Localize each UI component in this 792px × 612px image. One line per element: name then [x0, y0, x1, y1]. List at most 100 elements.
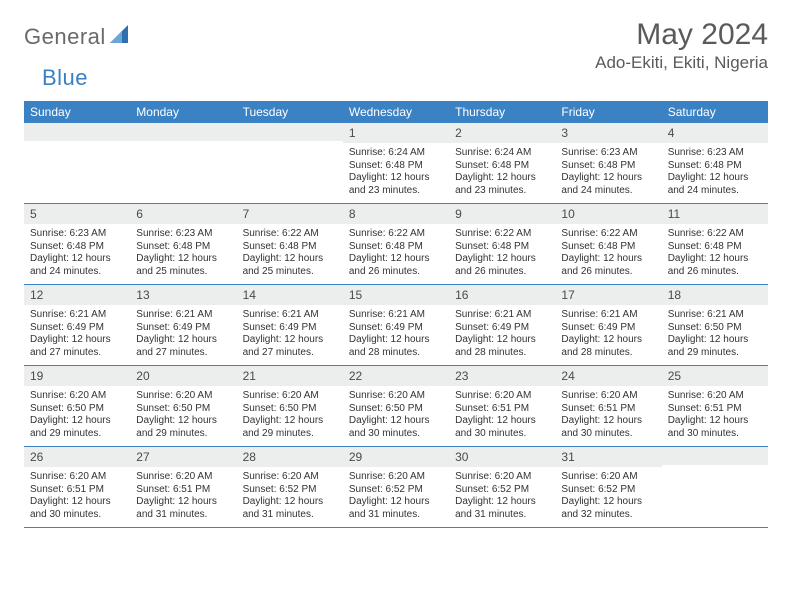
daylight-line: Daylight: 12 hours and 30 minutes.: [349, 415, 443, 440]
sunset-line: Sunset: 6:49 PM: [136, 322, 230, 335]
day-number: 12: [24, 285, 130, 305]
day-number: 1: [343, 123, 449, 143]
sunrise-line: Sunrise: 6:21 AM: [455, 309, 549, 322]
daylight-line: Daylight: 12 hours and 32 minutes.: [561, 496, 655, 521]
daylight-line: Daylight: 12 hours and 31 minutes.: [243, 496, 337, 521]
daylight-line: Daylight: 12 hours and 30 minutes.: [455, 415, 549, 440]
daylight-line: Daylight: 12 hours and 30 minutes.: [30, 496, 124, 521]
sunset-line: Sunset: 6:49 PM: [455, 322, 549, 335]
day-details: Sunrise: 6:23 AMSunset: 6:48 PMDaylight:…: [130, 224, 236, 284]
sunrise-line: Sunrise: 6:20 AM: [668, 390, 762, 403]
sunrise-line: Sunrise: 6:22 AM: [455, 228, 549, 241]
sunset-line: Sunset: 6:50 PM: [136, 403, 230, 416]
calendar-week: 5Sunrise: 6:23 AMSunset: 6:48 PMDaylight…: [24, 204, 768, 285]
calendar-day: [130, 123, 236, 203]
sunrise-line: Sunrise: 6:21 AM: [561, 309, 655, 322]
sunset-line: Sunset: 6:48 PM: [668, 160, 762, 173]
sunrise-line: Sunrise: 6:22 AM: [243, 228, 337, 241]
daylight-line: Daylight: 12 hours and 31 minutes.: [349, 496, 443, 521]
daylight-line: Daylight: 12 hours and 29 minutes.: [668, 334, 762, 359]
day-number: 2: [449, 123, 555, 143]
day-number: [662, 447, 768, 465]
day-number: 25: [662, 366, 768, 386]
sunrise-line: Sunrise: 6:20 AM: [30, 471, 124, 484]
dow-cell: Wednesday: [343, 101, 449, 123]
calendar-week: 19Sunrise: 6:20 AMSunset: 6:50 PMDayligh…: [24, 366, 768, 447]
calendar-day: 28Sunrise: 6:20 AMSunset: 6:52 PMDayligh…: [237, 447, 343, 527]
calendar-day: 2 Sunrise: 6:24 AMSunset: 6:48 PMDaylight…: [449, 123, 555, 203]
day-number: 20: [130, 366, 236, 386]
sunset-line: Sunset: 6:48 PM: [136, 241, 230, 254]
dow-cell: Sunday: [24, 101, 130, 123]
daylight-line: Daylight: 12 hours and 27 minutes.: [136, 334, 230, 359]
sunset-line: Sunset: 6:51 PM: [668, 403, 762, 416]
calendar-week: 1Sunrise: 6:24 AMSunset: 6:48 PMDaylight…: [24, 123, 768, 204]
daylight-line: Daylight: 12 hours and 25 minutes.: [243, 253, 337, 278]
calendar-day: [24, 123, 130, 203]
title-block: May 2024 Ado-Ekiti, Ekiti, Nigeria: [595, 18, 768, 73]
day-number: 30: [449, 447, 555, 467]
calendar-day: 19Sunrise: 6:20 AMSunset: 6:50 PMDayligh…: [24, 366, 130, 446]
day-details: Sunrise: 6:20 AMSunset: 6:52 PMDaylight:…: [343, 467, 449, 527]
sunset-line: Sunset: 6:49 PM: [243, 322, 337, 335]
calendar-day: 21Sunrise: 6:20 AMSunset: 6:50 PMDayligh…: [237, 366, 343, 446]
daylight-line: Daylight: 12 hours and 29 minutes.: [136, 415, 230, 440]
calendar-day: 29Sunrise: 6:20 AMSunset: 6:52 PMDayligh…: [343, 447, 449, 527]
logo-text-blue: Blue: [42, 65, 88, 91]
calendar-day: 1Sunrise: 6:24 AMSunset: 6:48 PMDaylight…: [343, 123, 449, 203]
daylight-line: Daylight: 12 hours and 29 minutes.: [30, 415, 124, 440]
logo-sail-icon: [110, 25, 132, 50]
daylight-line: Daylight: 12 hours and 30 minutes.: [668, 415, 762, 440]
dow-cell: Thursday: [449, 101, 555, 123]
sunset-line: Sunset: 6:52 PM: [455, 484, 549, 497]
day-number: 9: [449, 204, 555, 224]
calendar-day: 30Sunrise: 6:20 AMSunset: 6:52 PMDayligh…: [449, 447, 555, 527]
day-details: Sunrise: 6:20 AMSunset: 6:50 PMDaylight:…: [24, 386, 130, 446]
calendar-day: 17Sunrise: 6:21 AMSunset: 6:49 PMDayligh…: [555, 285, 661, 365]
sunset-line: Sunset: 6:50 PM: [243, 403, 337, 416]
day-details: Sunrise: 6:20 AMSunset: 6:51 PMDaylight:…: [130, 467, 236, 527]
sunset-line: Sunset: 6:52 PM: [349, 484, 443, 497]
sunrise-line: Sunrise: 6:20 AM: [136, 471, 230, 484]
calendar-day: 26Sunrise: 6:20 AMSunset: 6:51 PMDayligh…: [24, 447, 130, 527]
day-details: Sunrise: 6:23 AMSunset: 6:48 PMDaylight:…: [24, 224, 130, 284]
calendar-day: [662, 447, 768, 527]
dow-cell: Tuesday: [237, 101, 343, 123]
day-details: [662, 465, 768, 521]
sunrise-line: Sunrise: 6:20 AM: [455, 390, 549, 403]
daylight-line: Daylight: 12 hours and 23 minutes.: [455, 172, 549, 197]
day-details: Sunrise: 6:20 AMSunset: 6:51 PMDaylight:…: [555, 386, 661, 446]
logo-text-general: General: [24, 24, 106, 50]
daylight-line: Daylight: 12 hours and 28 minutes.: [561, 334, 655, 359]
calendar-day: 16 Sunrise: 6:21 AMSunset: 6:49 PMDayligh…: [449, 285, 555, 365]
day-details: Sunrise: 6:20 AMSunset: 6:50 PMDaylight:…: [237, 386, 343, 446]
calendar-week: 26Sunrise: 6:20 AMSunset: 6:51 PMDayligh…: [24, 447, 768, 528]
calendar-day: 31Sunrise: 6:20 AMSunset: 6:52 PMDayligh…: [555, 447, 661, 527]
sunrise-line: Sunrise: 6:20 AM: [455, 471, 549, 484]
day-details: Sunrise: 6:23 AMSunset: 6:48 PMDaylight:…: [555, 143, 661, 203]
day-number: 15: [343, 285, 449, 305]
day-number: 18: [662, 285, 768, 305]
dow-cell: Friday: [555, 101, 661, 123]
calendar-week: 12Sunrise: 6:21 AMSunset: 6:49 PMDayligh…: [24, 285, 768, 366]
calendar-day: 13Sunrise: 6:21 AMSunset: 6:49 PMDayligh…: [130, 285, 236, 365]
sunrise-line: Sunrise: 6:24 AM: [455, 147, 549, 160]
sunrise-line: Sunrise: 6:23 AM: [561, 147, 655, 160]
sunrise-line: Sunrise: 6:21 AM: [30, 309, 124, 322]
day-details: Sunrise: 6:22 AMSunset: 6:48 PMDaylight:…: [449, 224, 555, 284]
day-number: [237, 123, 343, 141]
daylight-line: Daylight: 12 hours and 28 minutes.: [455, 334, 549, 359]
sunrise-line: Sunrise: 6:20 AM: [30, 390, 124, 403]
logo: General: [24, 18, 134, 50]
sunrise-line: Sunrise: 6:23 AM: [136, 228, 230, 241]
sunset-line: Sunset: 6:48 PM: [561, 241, 655, 254]
calendar-day: 11Sunrise: 6:22 AMSunset: 6:48 PMDayligh…: [662, 204, 768, 284]
day-details: Sunrise: 6:22 AMSunset: 6:48 PMDaylight:…: [237, 224, 343, 284]
dow-cell: Monday: [130, 101, 236, 123]
day-number: 16: [449, 285, 555, 305]
daylight-line: Daylight: 12 hours and 26 minutes.: [349, 253, 443, 278]
calendar: SundayMondayTuesdayWednesdayThursdayFrid…: [24, 101, 768, 528]
sunset-line: Sunset: 6:48 PM: [455, 160, 549, 173]
calendar-day: 8Sunrise: 6:22 AMSunset: 6:48 PMDaylight…: [343, 204, 449, 284]
day-details: Sunrise: 6:22 AMSunset: 6:48 PMDaylight:…: [662, 224, 768, 284]
